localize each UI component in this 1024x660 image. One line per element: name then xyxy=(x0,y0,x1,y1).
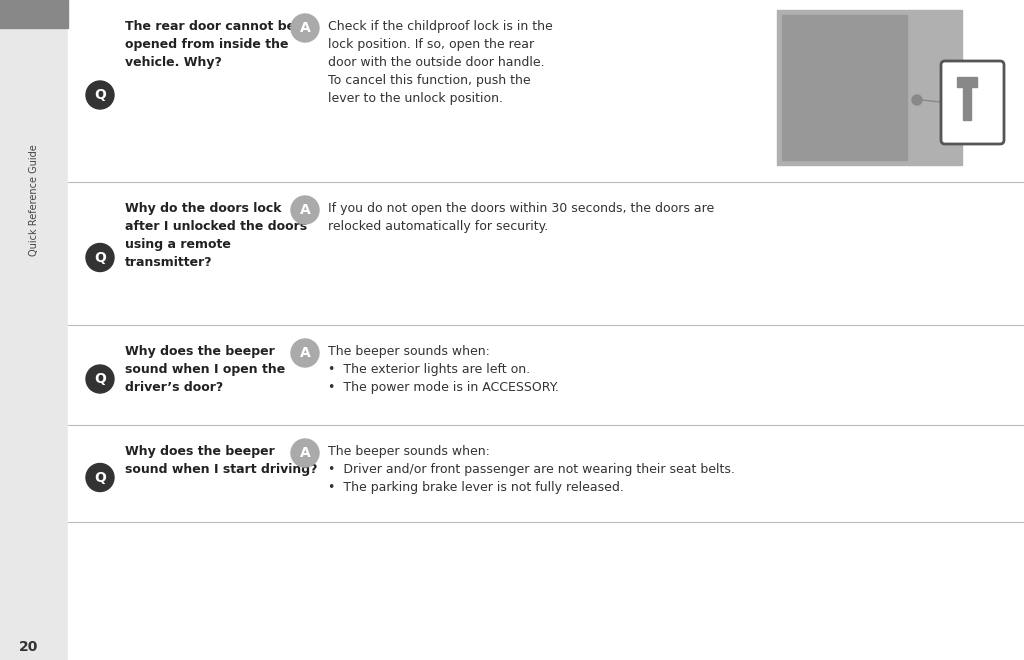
Text: Q: Q xyxy=(94,251,105,265)
Text: The rear door cannot be
opened from inside the
vehicle. Why?: The rear door cannot be opened from insi… xyxy=(125,20,295,69)
Circle shape xyxy=(86,365,114,393)
Text: The beeper sounds when:
•  Driver and/or front passenger are not wearing their s: The beeper sounds when: • Driver and/or … xyxy=(328,445,735,494)
Bar xyxy=(957,77,977,87)
Text: Check if the childproof lock is in the
lock position. If so, open the rear
door : Check if the childproof lock is in the l… xyxy=(328,20,553,105)
Circle shape xyxy=(912,95,922,105)
Text: The beeper sounds when:
•  The exterior lights are left on.
•  The power mode is: The beeper sounds when: • The exterior l… xyxy=(328,345,559,394)
Text: Why does the beeper
sound when I start driving?: Why does the beeper sound when I start d… xyxy=(125,445,317,476)
Bar xyxy=(777,10,962,165)
Circle shape xyxy=(291,339,319,367)
Circle shape xyxy=(86,244,114,271)
FancyBboxPatch shape xyxy=(941,61,1004,144)
Text: 20: 20 xyxy=(19,640,39,654)
Text: A: A xyxy=(300,446,310,460)
Circle shape xyxy=(86,463,114,492)
Circle shape xyxy=(291,196,319,224)
Text: Q: Q xyxy=(94,372,105,386)
Bar xyxy=(0,0,68,660)
Bar xyxy=(782,15,907,160)
Circle shape xyxy=(291,439,319,467)
Text: Why does the beeper
sound when I open the
driver’s door?: Why does the beeper sound when I open th… xyxy=(125,345,286,394)
Text: A: A xyxy=(300,203,310,217)
Text: Q: Q xyxy=(94,88,105,102)
Text: If you do not open the doors within 30 seconds, the doors are
relocked automatic: If you do not open the doors within 30 s… xyxy=(328,202,715,233)
Bar xyxy=(963,80,971,120)
Circle shape xyxy=(291,14,319,42)
Bar xyxy=(0,0,68,28)
Circle shape xyxy=(86,81,114,109)
Text: A: A xyxy=(300,21,310,35)
Text: A: A xyxy=(300,346,310,360)
Text: Quick Reference Guide: Quick Reference Guide xyxy=(29,144,39,256)
Text: Q: Q xyxy=(94,471,105,484)
Text: Why do the doors lock
after I unlocked the doors
using a remote
transmitter?: Why do the doors lock after I unlocked t… xyxy=(125,202,307,269)
